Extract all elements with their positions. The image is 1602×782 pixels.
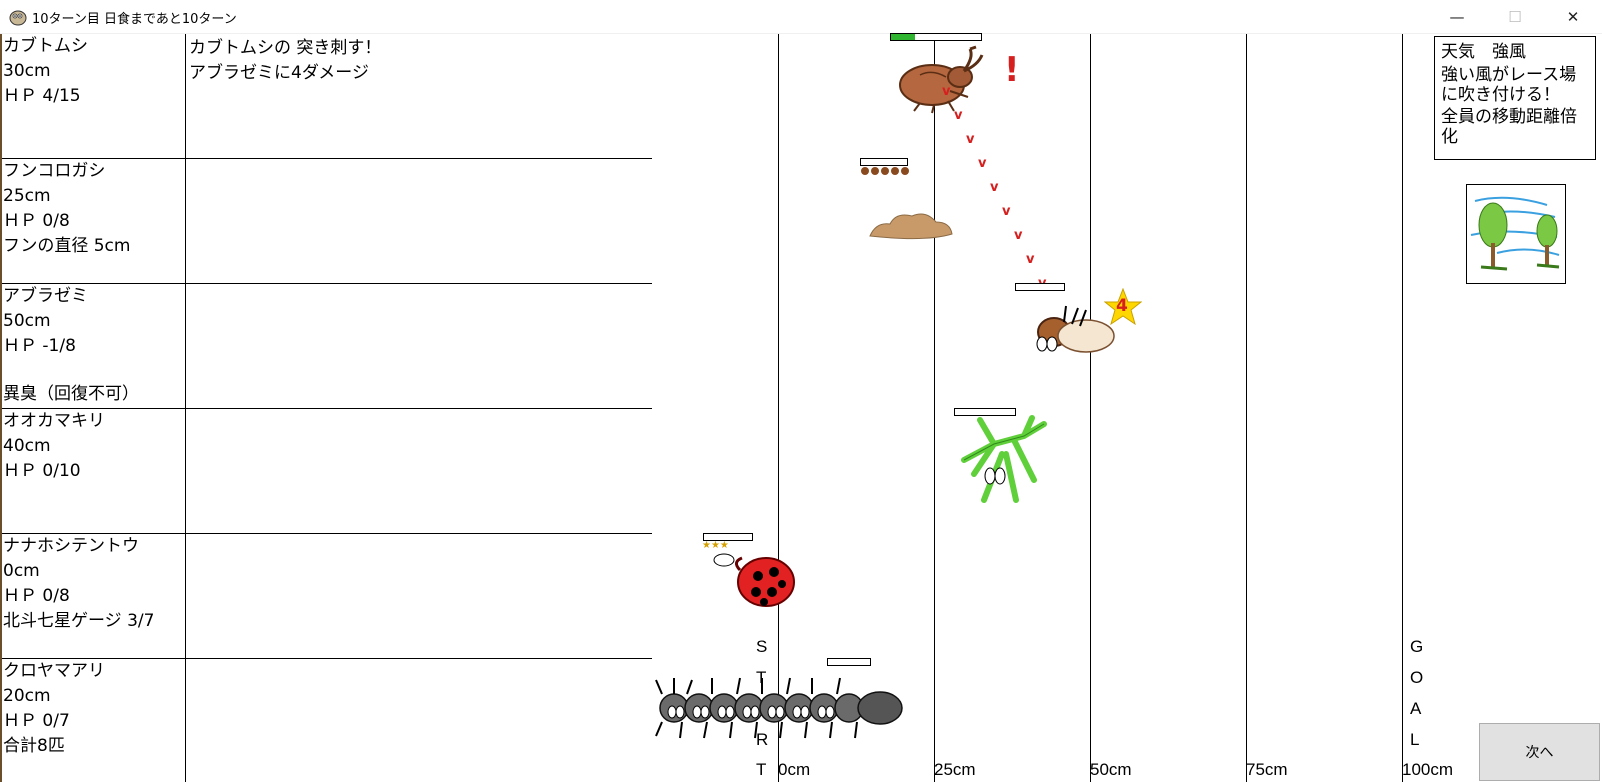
goal-letter: L: [1410, 730, 1420, 749]
hp-bar-funkorogashi: [860, 158, 908, 166]
hp-bar-kuroyamaari: [827, 658, 871, 666]
racer-name: アブラゼミ: [3, 286, 88, 306]
racer-row-kuroyamaari: クロヤマアリ 20cm ＨＰ 0/7 合計8匹: [2, 659, 652, 782]
racer-name: オオカマキリ: [3, 411, 105, 431]
racer-distance: 50cm: [3, 311, 51, 331]
battle-message: アブラゼミに4ダメージ: [189, 63, 369, 83]
start-letter: S: [756, 637, 768, 656]
window-frame-edge: [0, 34, 2, 782]
racer-extra: 合計8匹: [3, 736, 65, 756]
hp-bar-ookamakiri: [954, 408, 1016, 416]
attack-trail-mark: v: [978, 156, 987, 171]
hp-bar-nanahoshitentou: [703, 533, 753, 541]
racer-distance: 30cm: [3, 61, 51, 81]
track-line-50: [1090, 34, 1091, 782]
app-icon: [9, 10, 27, 26]
racer-row-ookamakiri: オオカマキリ 40cm ＨＰ 0/10: [2, 409, 652, 534]
racer-hp: ＨＰ -1/8: [3, 336, 76, 356]
maximize-button[interactable]: ☐: [1508, 8, 1522, 26]
racer-distance: 0cm: [3, 561, 40, 581]
dung-pile-sprite: [869, 213, 953, 240]
window-title: 10ターン目 日食まであと10ターン: [32, 12, 237, 27]
track-line-75: [1246, 34, 1247, 782]
racer-status: オオカマキリ 40cm ＨＰ 0/10: [2, 409, 186, 533]
cicada-sprite: [1036, 305, 1115, 353]
racer-name: フンコロガシ: [3, 161, 106, 181]
racer-name: カブトムシ: [3, 36, 88, 56]
attack-trail-mark: v: [954, 108, 963, 123]
goal-letter: A: [1410, 699, 1422, 718]
distance-label-0: 0cm: [778, 760, 811, 779]
racer-status-effect: 異臭（回復不可）: [3, 384, 139, 404]
weather-title: 天気 強風: [1441, 42, 1526, 62]
weather-description: 強い風がレース場に吹き付ける！: [1441, 65, 1577, 105]
track-line-0: [778, 34, 779, 782]
strong-wind-icon: [1466, 184, 1566, 284]
racer-extra: [3, 359, 185, 384]
damage-number: 4: [1116, 296, 1128, 316]
start-letter: T: [756, 760, 767, 779]
hp-fill: [891, 34, 916, 40]
distance-label-75: 75cm: [1246, 760, 1288, 779]
ant-colony-sprite: [655, 677, 903, 739]
racer-hp: ＨＰ 0/10: [3, 461, 81, 481]
racer-row-funkorogashi: フンコロガシ 25cm ＨＰ 0/8 フンの直径 5cm: [2, 159, 652, 284]
racer-distance: 40cm: [3, 436, 51, 456]
minimize-button[interactable]: —: [1449, 8, 1465, 26]
attack-trail-mark: v: [1026, 252, 1035, 267]
goal-letter: G: [1410, 637, 1424, 656]
weather-effect: 全員の移動距離倍化: [1441, 107, 1577, 147]
attack-trail-mark: v: [1014, 228, 1023, 243]
mantis-sprite: [961, 415, 1047, 503]
dung-ball-gauge: [861, 167, 909, 175]
racer-status: アブラゼミ 50cm ＨＰ -1/8 異臭（回復不可）: [2, 284, 186, 408]
racer-hp: ＨＰ 0/7: [3, 711, 70, 731]
distance-label-100: 100cm: [1402, 760, 1454, 779]
attack-trail-mark: v: [942, 84, 951, 99]
racer-row-aburazemi: アブラゼミ 50cm ＨＰ -1/8 異臭（回復不可）: [2, 284, 652, 409]
attack-trail-mark: v: [990, 180, 999, 195]
distance-label-25: 25cm: [934, 760, 976, 779]
seven-stars-gauge-icon: ★★★: [702, 540, 729, 551]
racer-row-kabutomushi: カブトムシ 30cm ＨＰ 4/15 カブトムシの 突き刺す！ アブラゼミに4ダ…: [2, 34, 652, 159]
exclaim-mark: !: [1004, 50, 1020, 90]
racer-distance: 20cm: [3, 686, 51, 706]
weather-panel: 天気 強風 強い風がレース場に吹き付ける！ 全員の移動距離倍化: [1434, 36, 1596, 160]
track-line-25: [934, 34, 935, 782]
battle-log: カブトムシの 突き刺す！ アブラゼミに4ダメージ: [189, 36, 649, 86]
racer-name: クロヤマアリ: [3, 661, 105, 681]
racer-status: クロヤマアリ 20cm ＨＰ 0/7 合計8匹: [2, 659, 186, 782]
racer-hp: ＨＰ 0/8: [3, 211, 70, 231]
close-button[interactable]: ✕: [1566, 8, 1580, 26]
ladybug-sprite: [713, 553, 795, 607]
racer-hp: ＨＰ 0/8: [3, 586, 70, 606]
racer-extra: 北斗七星ゲージ 3/7: [3, 611, 155, 631]
beetle-sprite: [899, 45, 984, 114]
racer-status: ナナホシテントウ 0cm ＨＰ 0/8 北斗七星ゲージ 3/7: [2, 534, 186, 658]
racer-name: ナナホシテントウ: [3, 536, 139, 556]
attack-trail-mark: v: [1002, 204, 1011, 219]
hp-bar-kabutomushi: [890, 33, 982, 41]
racer-extra: フンの直径 5cm: [3, 236, 131, 256]
next-button[interactable]: 次へ: [1479, 723, 1600, 781]
goal-letter: O: [1410, 668, 1424, 687]
attack-trail-mark: v: [966, 132, 975, 147]
racer-status: カブトムシ 30cm ＨＰ 4/15: [2, 34, 186, 158]
title-bar: 10ターン目 日食まであと10ターン — ☐ ✕: [0, 0, 1602, 34]
racer-distance: 25cm: [3, 186, 51, 206]
racer-status: フンコロガシ 25cm ＨＰ 0/8 フンの直径 5cm: [2, 159, 186, 283]
battle-message: カブトムシの 突き刺す！: [189, 38, 382, 58]
hp-bar-aburazemi: [1015, 283, 1065, 291]
distance-label-50: 50cm: [1090, 760, 1132, 779]
damage-star-icon: [1104, 288, 1142, 326]
racer-hp: ＨＰ 4/15: [3, 86, 81, 106]
racer-row-nanahoshitentou: ナナホシテントウ 0cm ＨＰ 0/8 北斗七星ゲージ 3/7: [2, 534, 652, 659]
track-line-100: [1402, 34, 1403, 782]
